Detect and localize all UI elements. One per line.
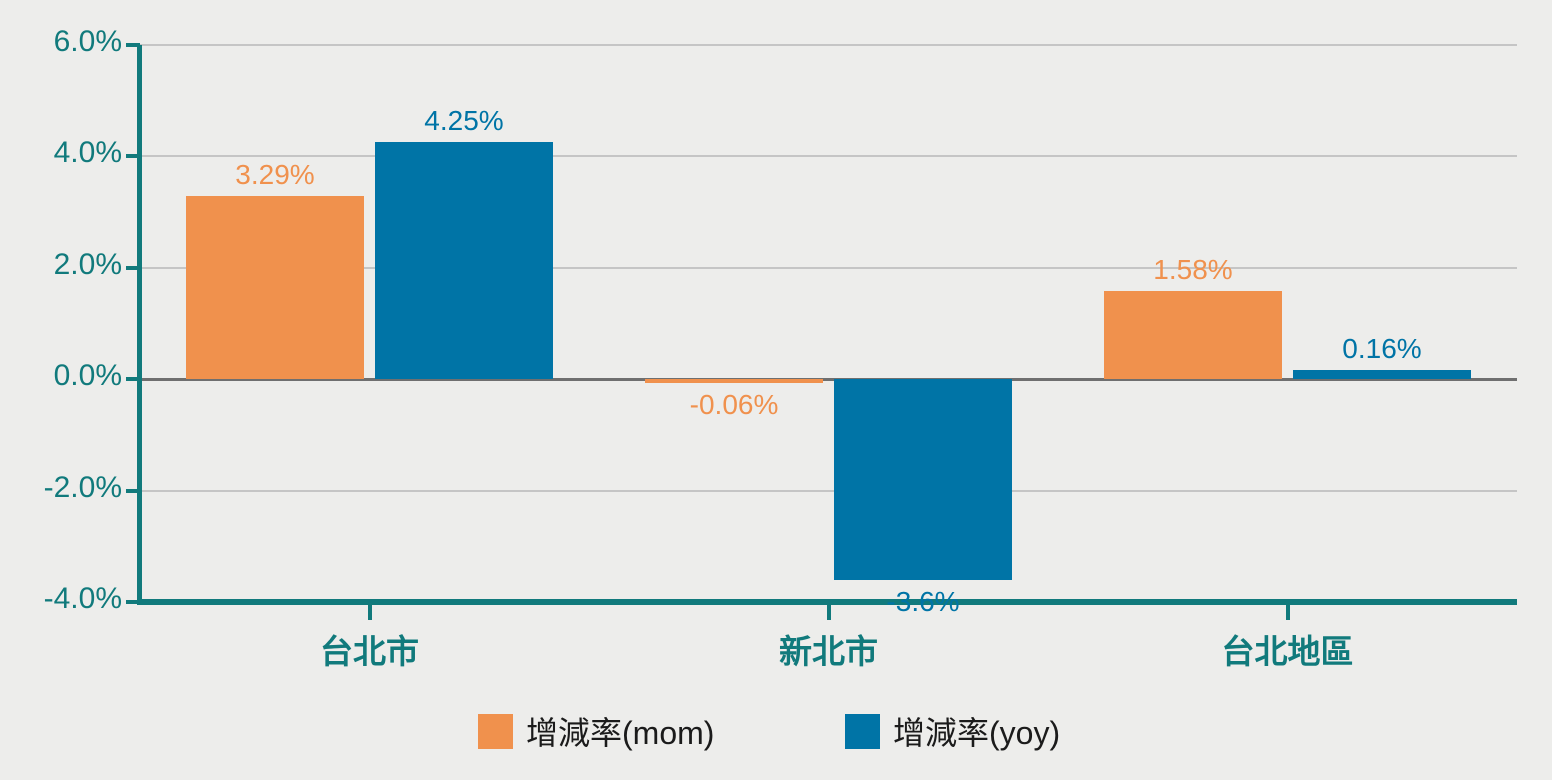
legend-item-mom: 增減率(mom)	[478, 712, 714, 751]
legend-label: 增減率(mom)	[526, 715, 715, 751]
gridline	[140, 489, 1517, 492]
y-axis-tick-label: 6.0%	[53, 25, 122, 58]
data-label-mom-0: 3.29%	[235, 158, 315, 190]
data-label-yoy-1: -3.6%	[886, 585, 960, 617]
x-axis-tick-mark	[1285, 605, 1290, 620]
y-axis-tick-mark	[126, 154, 140, 159]
bar-mom-1	[645, 379, 823, 383]
gridline	[140, 44, 1517, 46]
bar-yoy-1	[834, 379, 1012, 580]
bar-yoy-0	[375, 142, 553, 380]
gridline	[140, 155, 1517, 158]
legend-swatch-yoy	[845, 713, 880, 749]
data-label-yoy-2: 0.16%	[1342, 333, 1422, 365]
y-axis-tick-label: 2.0%	[53, 247, 122, 281]
bar-yoy-2	[1293, 370, 1471, 380]
x-axis-category-label: 台北地區	[1221, 633, 1354, 670]
zero-gridline	[140, 377, 1517, 381]
legend-item-yoy: 增減率(yoy)	[845, 712, 1060, 751]
y-axis-tick-mark	[126, 488, 140, 493]
y-axis-tick-mark	[126, 377, 140, 382]
y-axis-tick-label: 4.0%	[53, 136, 122, 170]
y-axis-tick-mark	[126, 265, 140, 270]
gridline	[140, 266, 1517, 269]
legend-swatch-mom	[478, 713, 513, 749]
y-axis-tick-label: -4.0%	[43, 582, 122, 615]
x-axis-tick-mark	[367, 605, 372, 620]
y-axis-tick-mark	[126, 43, 140, 47]
x-axis-tick-mark	[826, 605, 831, 620]
legend-label: 增減率(yoy)	[893, 715, 1061, 751]
bar-mom-2	[1104, 291, 1282, 380]
y-axis-tick-label: 0.0%	[53, 359, 122, 393]
data-label-yoy-0: 4.25%	[424, 105, 504, 137]
x-axis-category-label: 台北市	[320, 633, 419, 670]
data-label-mom-1: -0.06%	[689, 388, 779, 420]
x-axis-category-label: 新北市	[779, 633, 878, 670]
y-axis-tick-mark	[126, 600, 140, 604]
y-axis-tick-label: -2.0%	[43, 470, 122, 504]
x-axis-line	[137, 599, 1517, 605]
bar-mom-0	[186, 195, 364, 380]
y-axis-line	[137, 45, 142, 605]
data-label-mom-2: 1.58%	[1153, 254, 1233, 286]
